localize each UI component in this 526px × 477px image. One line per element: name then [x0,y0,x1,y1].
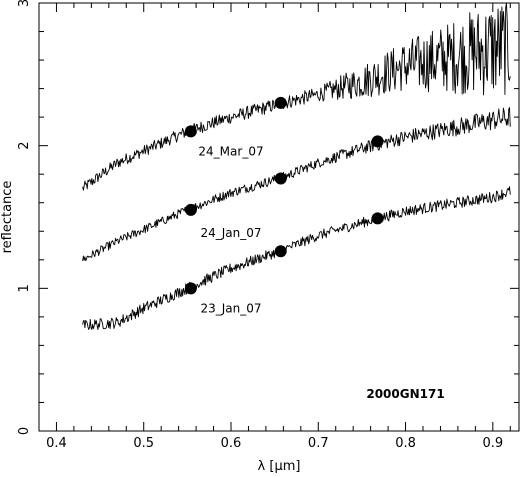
x-tick-label: 0.7 [308,436,329,451]
photometry-point [184,203,197,216]
x-tick-label: 0.5 [133,436,154,451]
series-date-label: 23_Jan_07 [200,302,261,316]
series-date-label: 24_Mar_07 [198,145,263,159]
y-tick-label: 1 [17,284,32,292]
spectrum-line-23_Jan_07 [82,186,511,330]
photometry-point [371,135,384,148]
series-date-label: 24_Jan_07 [200,226,261,240]
spectra-points [184,96,384,295]
plot-frame [38,2,520,432]
x-tick-label: 0.9 [482,436,503,451]
y-tick-label: 2 [17,142,32,150]
photometry-point [274,96,287,109]
photometry-point [274,172,287,185]
spectra-series [82,2,511,330]
plot-area [38,2,520,432]
spectrum-line-24_Mar_07 [82,2,511,191]
photometry-point [274,245,287,258]
spectrum-line-24_Jan_07 [82,107,511,262]
object-name-label: 2000GN171 [366,387,444,401]
photometry-point [371,212,384,225]
x-tick-label: 0.6 [221,436,242,451]
x-tick-label: 0.8 [395,436,416,451]
photometry-point [184,125,197,138]
series-annotations: 24_Mar_07 24_Jan_07 23_Jan_07 2000GN171 [198,145,444,402]
y-tick-label: 3 [17,0,32,7]
x-axis-label: λ [μm] [258,459,301,474]
y-axis-label: reflectance [0,181,15,254]
axis-ticks: 0.4 0.5 0.6 0.7 0.8 0.9 0 1 2 3 [17,0,519,451]
x-tick-label: 0.4 [46,436,67,451]
y-tick-label: 0 [17,427,32,435]
photometry-point [184,282,197,295]
